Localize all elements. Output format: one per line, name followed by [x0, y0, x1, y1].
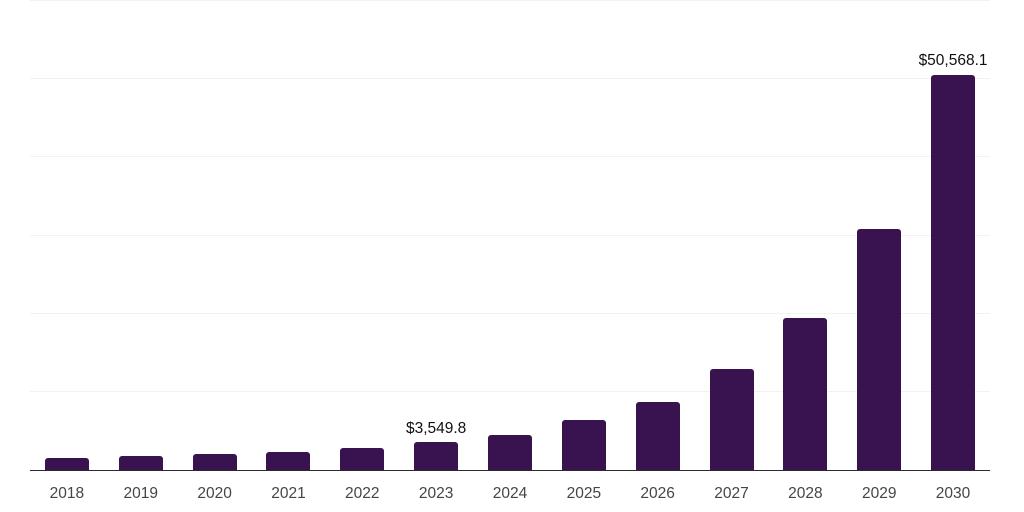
- bar-slot-2021: [252, 0, 326, 470]
- x-tick-2022: 2022: [345, 485, 380, 502]
- data-label-2030: $50,568.1: [918, 52, 988, 70]
- x-tick-2024: 2024: [492, 485, 528, 502]
- bar-slot-2018: [30, 0, 104, 470]
- bar-slot-2024: [473, 0, 547, 470]
- bar-2020: [192, 454, 237, 470]
- bar-2021: [266, 451, 311, 470]
- bar-2022: [340, 448, 385, 470]
- x-tick-2020: 2020: [197, 485, 232, 502]
- plot-area: $3,549.8 $50,568.1: [30, 0, 990, 471]
- bar-slot-2023: $3,549.8: [399, 0, 473, 470]
- bar-2027: [709, 369, 754, 470]
- bars-row: $3,549.8 $50,568.1: [30, 0, 990, 470]
- x-axis: 2018 2019 2020 2021 2022 2023 2024 2025 2026 2027…: [30, 472, 990, 503]
- x-tick-2018: 2018: [49, 485, 85, 502]
- bar-slot-2025: [547, 0, 621, 470]
- bar-slot-2027: [695, 0, 769, 470]
- x-tick-2026: 2026: [640, 485, 675, 502]
- bar-slot-2019: [104, 0, 178, 470]
- x-tick-2019: 2019: [123, 485, 158, 502]
- gridline-10000: [30, 390, 990, 392]
- bar-2024: [487, 434, 532, 470]
- bar-slot-2020: [178, 0, 252, 470]
- bar-slot-2026: [621, 0, 695, 470]
- gridline-20000: [30, 312, 990, 314]
- bar-2030: [931, 74, 976, 470]
- bar-2025: [561, 420, 606, 470]
- bar-2029: [857, 229, 902, 470]
- bar-2023: [414, 442, 459, 470]
- bar-2026: [635, 401, 680, 470]
- gridline-60000: [30, 0, 990, 1]
- x-tick-2027: 2027: [714, 485, 749, 502]
- bar-slot-2029: [842, 0, 916, 470]
- bar-2019: [118, 455, 163, 470]
- bar-slot-2022: [325, 0, 399, 470]
- x-tick-2029: 2029: [861, 485, 897, 502]
- bar-slot-2028: [768, 0, 842, 470]
- gridline-30000: [30, 234, 990, 236]
- x-tick-2021: 2021: [271, 485, 306, 502]
- bar-slot-2030: $50,568.1: [916, 0, 990, 470]
- gridline-50000: [30, 78, 990, 80]
- x-tick-2030: 2030: [935, 485, 971, 502]
- x-tick-2028: 2028: [788, 485, 823, 502]
- x-tick-2023: 2023: [418, 485, 454, 502]
- data-label-2023: $3,549.8: [405, 419, 467, 437]
- x-tick-2025: 2025: [566, 485, 602, 502]
- bar-2018: [44, 458, 89, 470]
- gridline-40000: [30, 156, 990, 158]
- bar-2028: [783, 317, 828, 470]
